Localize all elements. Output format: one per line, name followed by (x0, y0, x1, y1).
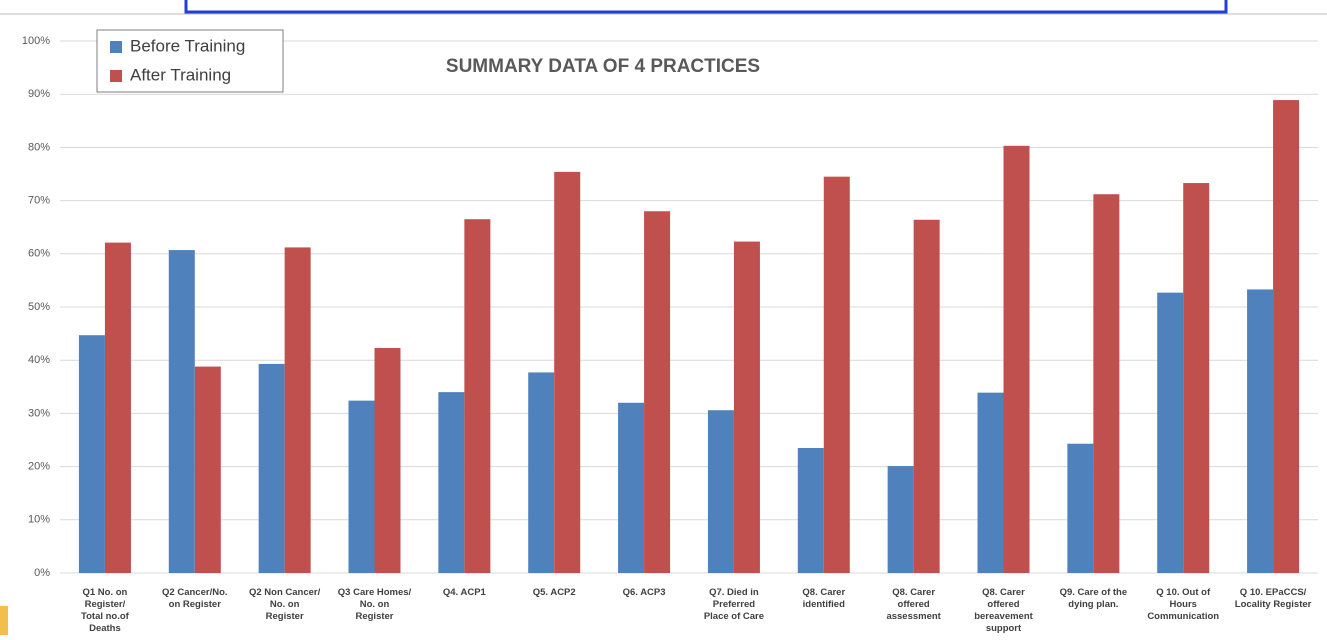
bar (977, 392, 1004, 573)
bar (887, 466, 914, 573)
y-tick-label: 30% (28, 407, 50, 419)
x-tick-label-line: Place of Care (704, 611, 764, 622)
bar (374, 347, 401, 573)
x-tick-label: Q3 Care Homes/No. on Register (338, 587, 412, 622)
x-tick-label: Q7. Died in Preferred Place of Care (704, 587, 764, 622)
legend-swatch (110, 70, 122, 82)
x-tick-label-line: Q7. Died in (709, 587, 759, 598)
x-tick-label: Q4. ACP1 (443, 587, 487, 598)
bar (1273, 100, 1300, 573)
bar (104, 242, 131, 574)
x-tick-label: Q6. ACP3 (623, 587, 666, 598)
x-tick-label-line: Q5. ACP2 (533, 587, 576, 598)
x-tick-label-line: assessment (886, 611, 941, 622)
legend-label: Before Training (130, 36, 245, 55)
x-tick-label-line: Deaths (89, 623, 121, 634)
y-tick-label: 70% (28, 195, 50, 207)
x-tick-label-line: Q4. ACP1 (443, 587, 487, 598)
x-tick-label: Q5. ACP2 (533, 587, 576, 598)
y-tick-label: 40% (28, 354, 50, 366)
x-tick-label: Q8. Carer identified (802, 587, 845, 610)
y-tick-label: 10% (28, 514, 50, 526)
bar (464, 219, 491, 573)
x-tick-label-line: Q8. Carer (802, 587, 845, 598)
x-tick-label-line: identified (803, 599, 845, 610)
x-tick-label-line: No. on (360, 599, 390, 610)
bar (438, 392, 465, 573)
x-tick-label-line: Q9. Care of the (1060, 587, 1128, 598)
bar (1093, 194, 1120, 573)
bar (644, 211, 671, 574)
bar (823, 176, 850, 573)
bar (797, 447, 824, 573)
x-tick-label-line: Q2 Cancer/No. (162, 587, 227, 598)
x-tick-label-line: Hours (1169, 599, 1196, 610)
y-tick-label: 90% (28, 88, 50, 100)
x-tick-label: Q2 Cancer/No. on Register (162, 587, 227, 610)
x-tick-label-line: Preferred (713, 599, 755, 610)
bar (78, 335, 105, 573)
legend-label: After Training (130, 65, 231, 84)
y-tick-label: 60% (28, 248, 50, 260)
legend-swatch (110, 41, 122, 53)
bar (1067, 443, 1094, 573)
x-tick-label-line: Q1 No. on (82, 587, 127, 598)
x-tick-label-line: Q 10. Out of (1156, 587, 1211, 598)
x-tick-label: Q2 Non Cancer/No. on Register (249, 587, 321, 622)
bar (1003, 145, 1030, 573)
bar (168, 250, 195, 574)
bar (528, 372, 555, 573)
x-tick-label: Q 10. Out of Hours Communication (1147, 587, 1219, 622)
x-tick-label-line: offered (898, 599, 930, 610)
bar (258, 363, 285, 573)
x-tick-label-line: Q8. Carer (892, 587, 935, 598)
bar (707, 410, 734, 573)
y-tick-label: 0% (34, 567, 50, 579)
x-tick-label-line: bereavement (974, 611, 1033, 622)
x-tick-label-line: Locality Register (1235, 599, 1312, 610)
x-tick-label-line: Q 10. EPaCCS/ (1240, 587, 1307, 598)
x-tick-label-line: Q8. Carer (982, 587, 1025, 598)
bar (284, 247, 311, 573)
x-tick-label-line: Total no.of (81, 611, 130, 622)
x-tick-label-line: dying plan. (1068, 599, 1118, 610)
x-tick-label-line: Register (266, 611, 304, 622)
banner-frame (184, 0, 1228, 14)
x-tick-label: Q 10. EPaCCS/Locality Register (1235, 587, 1312, 610)
corner-decoration (0, 606, 8, 635)
y-tick-label: 50% (28, 301, 50, 313)
x-tick-label-line: Q3 Care Homes/ (338, 587, 412, 598)
bar (554, 171, 581, 573)
x-tick-label-line: on Register (169, 599, 222, 610)
chart-title: SUMMARY DATA OF 4 PRACTICES (446, 56, 760, 77)
bar (1157, 292, 1184, 573)
x-tick-label-line: Register/ (85, 599, 126, 610)
bar (1183, 183, 1210, 573)
x-tick-label: Q1 No. on Register/Total no.of Deaths (81, 587, 130, 634)
x-tick-label-line: support (986, 623, 1022, 634)
y-tick-label: 100% (22, 35, 50, 47)
x-tick-label-line: Register (355, 611, 393, 622)
bar (348, 400, 375, 573)
bar (618, 402, 645, 573)
x-tick-label-line: No. on (270, 599, 300, 610)
y-tick-label: 80% (28, 141, 50, 153)
x-tick-label-line: offered (987, 599, 1019, 610)
bar (1247, 289, 1274, 573)
x-tick-label: Q9. Care of the dying plan. (1060, 587, 1128, 610)
legend-box (96, 29, 284, 93)
x-tick-label-line: Q6. ACP3 (623, 587, 666, 598)
x-tick-label: Q8. Carer offered bereavement support (974, 587, 1033, 634)
x-tick-label-line: Communication (1147, 611, 1219, 622)
x-tick-label: Q8. Carer offered assessment (886, 587, 941, 622)
bar (194, 366, 221, 573)
y-tick-label: 20% (28, 461, 50, 473)
bar (733, 241, 760, 573)
x-tick-label-line: Q2 Non Cancer/ (249, 587, 321, 598)
bar (913, 219, 940, 573)
